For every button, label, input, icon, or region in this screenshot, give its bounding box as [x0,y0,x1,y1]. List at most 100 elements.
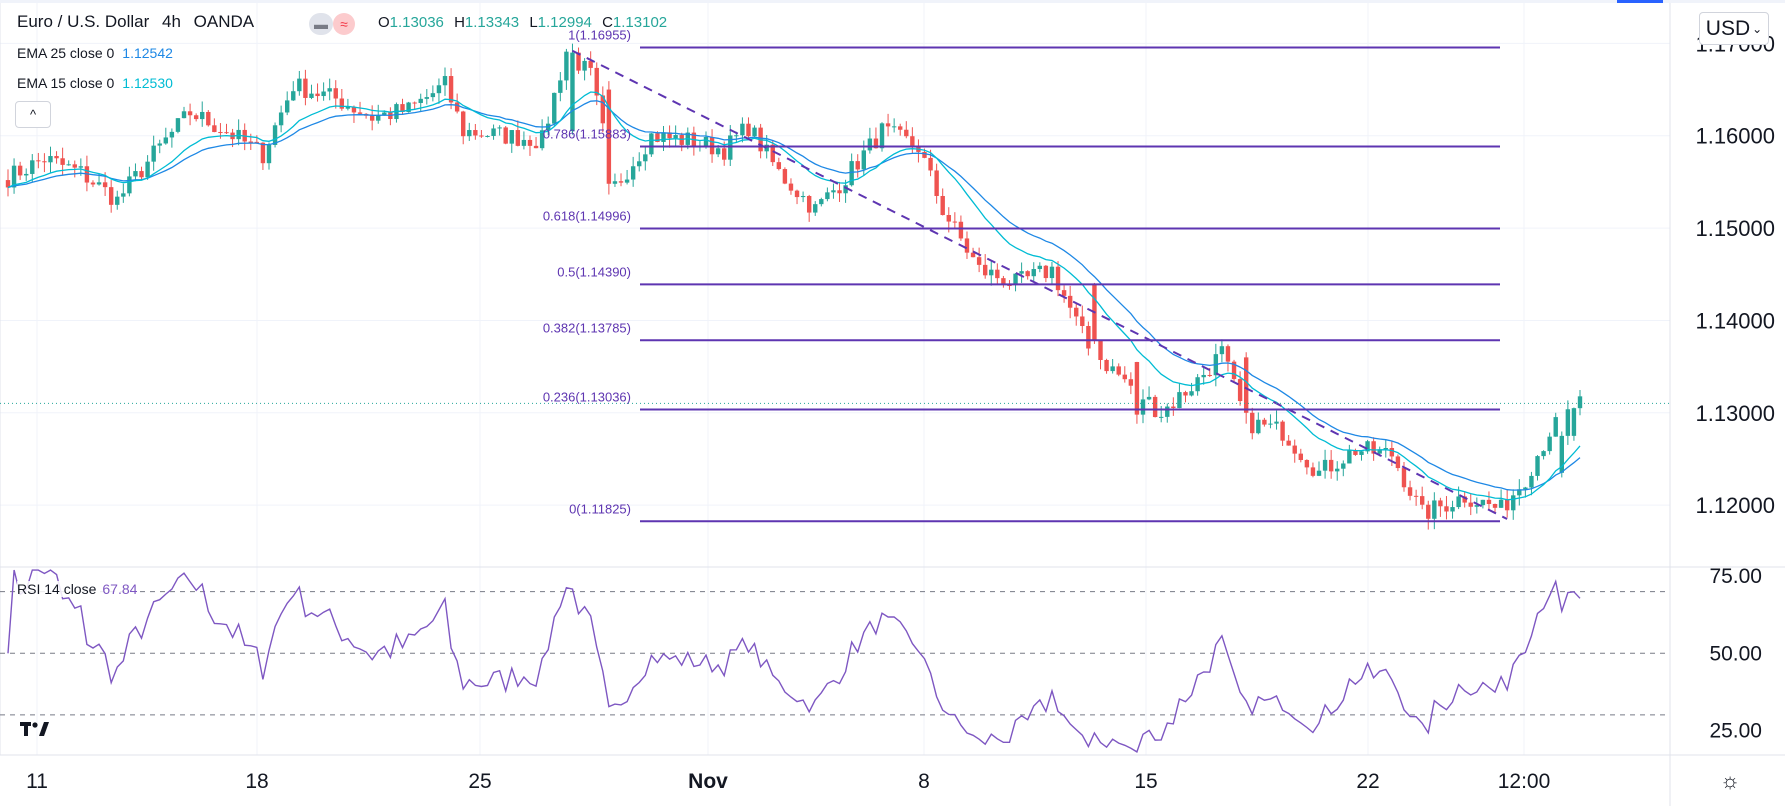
candle-body [1401,468,1407,488]
candle-body [1037,265,1043,270]
candle-body [764,144,769,152]
candle-body [746,123,751,137]
candle-body [187,111,193,116]
open-value: 1.13036 [389,14,444,31]
candle-body [637,161,642,167]
data-delay-icon[interactable]: ≈ [333,13,355,35]
candle-body [1049,266,1055,279]
candle-body [1407,487,1413,496]
candle-body [260,142,266,164]
currency-button[interactable]: USD ⌄ [1699,12,1769,45]
candle-body [96,182,102,185]
candle-body [552,92,557,124]
market-status-icon[interactable]: ▬ [309,13,333,35]
candle-body [1322,459,1328,471]
candle-body [291,91,296,101]
candle-body [60,158,65,165]
candle-body [1547,436,1552,452]
candle-body [24,173,29,176]
candle-body [1341,463,1346,469]
fib-level-label: 1(1.16955) [568,28,631,43]
candle-body [139,171,144,178]
candle-body [1371,441,1376,454]
candle-body [1207,374,1212,376]
candle-body [454,102,460,112]
candle-body [181,111,187,119]
open-label: O [378,14,390,31]
candle-body [1553,417,1558,437]
candle-body [54,156,59,159]
candle-body [910,136,915,146]
low-label: L [529,14,538,31]
candles-group [5,43,1583,530]
candle-body [509,130,514,144]
symbol-legend[interactable]: Euro / U.S. Dollar 4h OANDA [17,12,254,32]
candle-body [885,123,891,127]
candle-body [309,93,314,98]
candle-body [1286,440,1291,446]
candle-body [369,115,375,121]
candle-body [303,78,308,98]
exchange-label: OANDA [193,12,255,31]
candle-body [831,190,836,193]
candle-body [1541,451,1546,457]
candle-body [382,112,387,116]
ema25-legend[interactable]: EMA 25 close 0 1.12542 [17,45,173,61]
ema15-line [7,91,1581,501]
candle-body [1498,499,1504,508]
top-border [0,0,1785,3]
candle-body [576,52,581,71]
candle-body [1389,447,1395,457]
price-axis-label: 1.14000 [1695,308,1775,333]
candle-body [345,106,351,109]
candle-body [740,123,745,136]
candle-body [461,111,466,137]
candle-body [1571,408,1577,436]
candle-body [1529,475,1534,488]
candle-body [315,93,320,97]
candle-body [473,130,478,136]
candle-body [327,88,332,92]
candle-body [1511,495,1516,511]
candle-body [1189,391,1194,396]
tradingview-logo-icon[interactable] [20,718,50,740]
candle-body [794,190,800,198]
candle-body [72,164,77,168]
candle-body [703,136,709,147]
rsi-axis-label: 50.00 [1709,642,1762,665]
settings-gear-icon[interactable]: ☼ [1720,768,1741,793]
candle-body [333,88,338,99]
candle-body [734,135,739,137]
ema15-label: EMA 15 close 0 [17,75,115,91]
candle-body [485,135,490,137]
candle-body [1486,499,1492,504]
candle-body [1353,450,1358,455]
fib-level-label: 0.618(1.14996) [543,208,631,223]
candle-body [879,123,885,149]
toolbar-accent [1617,0,1663,3]
candle-body [582,60,587,71]
candle-body [1019,271,1024,274]
candle-body [121,193,126,197]
candle-body [248,141,253,143]
candle-body [1523,487,1528,490]
time-axis-label: 12:00 [1498,770,1551,793]
candle-body [624,179,630,183]
collapse-legend-button[interactable]: ^ [15,101,51,128]
ema15-legend[interactable]: EMA 15 close 0 1.12530 [17,75,173,91]
low-value: 1.12994 [537,14,592,31]
candle-body [503,127,508,144]
candle-body [254,141,260,143]
candle-body [467,130,472,137]
candle-body [66,164,71,166]
candle-body [169,131,175,138]
candle-body [776,162,782,170]
candle-body [570,52,575,132]
rsi-legend[interactable]: RSI 14 close 67.84 [17,581,138,597]
candle-body [770,144,775,163]
candle-body [400,104,405,112]
time-axis-label: 18 [245,770,268,793]
candle-body [928,157,933,171]
